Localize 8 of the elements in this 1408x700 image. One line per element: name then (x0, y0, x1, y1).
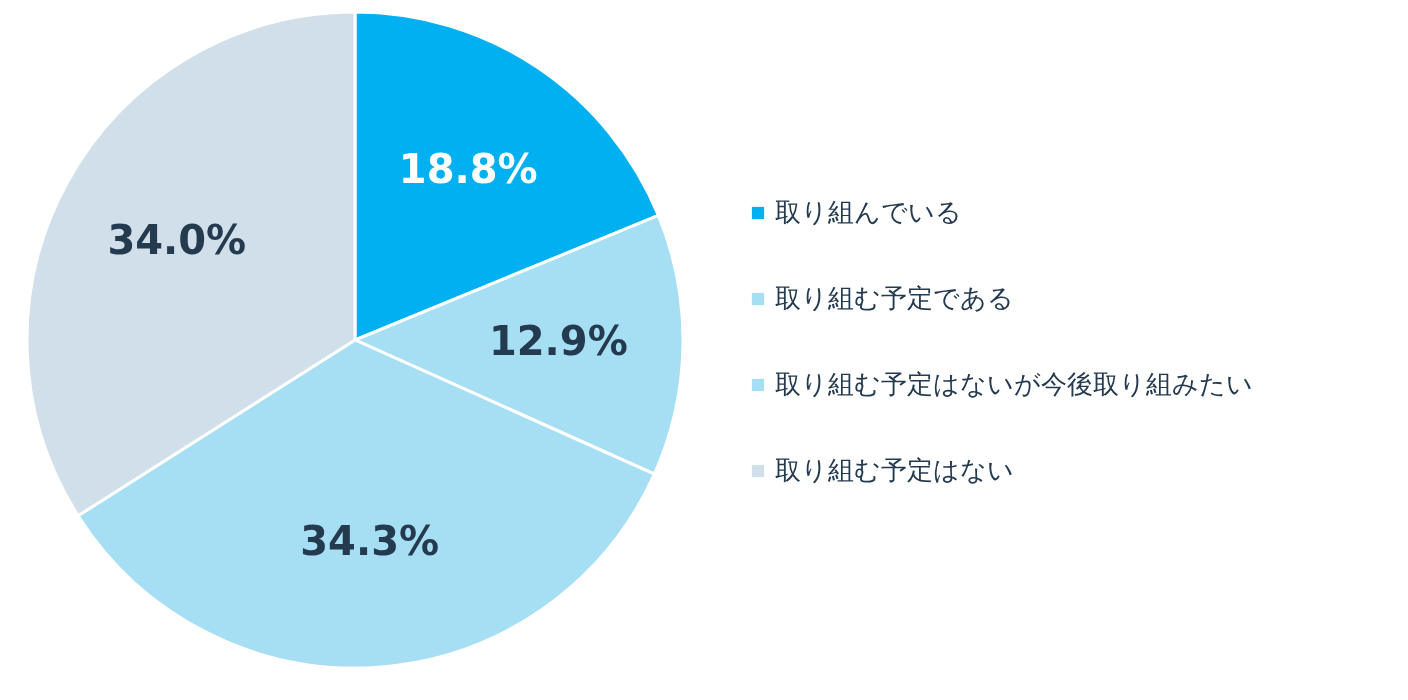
data-label: 12.9% (488, 318, 628, 365)
data-label: 18.8% (398, 146, 538, 193)
legend-label: 取り組む予定はない (775, 455, 1014, 485)
legend-label: 取り組む予定はないが今後取り組みたい (775, 369, 1253, 399)
legend-label: 取り組んでいる (775, 197, 962, 227)
data-label: 34.0% (107, 217, 247, 264)
legend-label: 取り組む予定である (775, 283, 1014, 313)
data-label: 34.3% (300, 517, 440, 564)
